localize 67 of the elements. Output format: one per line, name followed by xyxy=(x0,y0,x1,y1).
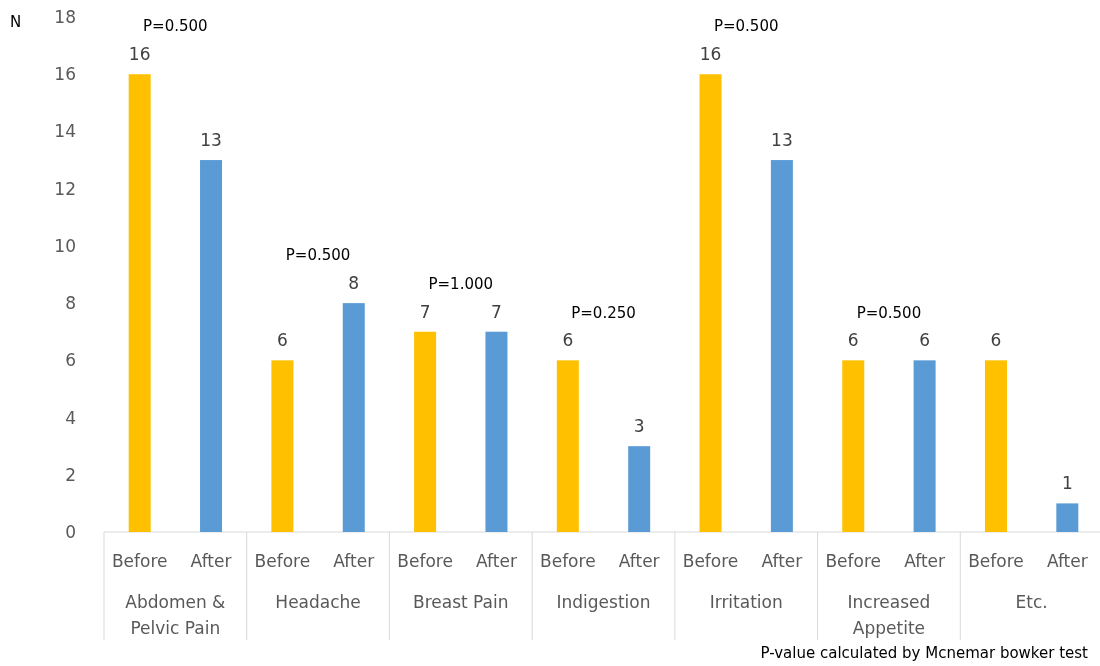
annotation: P=0.500 xyxy=(143,17,208,36)
data-label: 16 xyxy=(699,44,722,65)
text: After xyxy=(333,551,375,571)
text: After xyxy=(904,551,946,571)
bar xyxy=(913,360,936,532)
bar xyxy=(485,331,508,532)
data-label: 7 xyxy=(419,301,431,322)
text: After xyxy=(761,551,803,571)
bar xyxy=(842,360,865,532)
y-tick-label: 12 xyxy=(54,178,76,199)
text: After xyxy=(476,551,517,571)
annotation: P=0.500 xyxy=(285,246,351,265)
y-tick-label: 10 xyxy=(54,235,76,256)
x-tick-label: Etc. xyxy=(1015,592,1048,612)
data-label: 16 xyxy=(128,44,151,65)
bar xyxy=(128,74,151,532)
annotation: P=0.250 xyxy=(571,303,636,322)
annotation: P=0.500 xyxy=(713,17,779,36)
series-label: Before xyxy=(397,551,453,571)
y-tick-label: 6 xyxy=(65,350,76,371)
bar xyxy=(556,360,579,532)
x-tick-label: Indigestion xyxy=(556,592,651,612)
y-tick-label: 8 xyxy=(65,293,76,314)
y-tick-label: 16 xyxy=(54,64,76,85)
annotation: P=0.500 xyxy=(856,303,922,322)
y-tick-label: 2 xyxy=(65,464,76,485)
bar xyxy=(628,446,651,532)
data-label: 6 xyxy=(990,330,1002,351)
text: Before xyxy=(825,551,882,571)
data-label: 13 xyxy=(771,130,793,151)
data-label: 8 xyxy=(348,273,360,294)
text: Before xyxy=(682,551,739,571)
y-tick-label: 14 xyxy=(54,121,76,142)
text: After xyxy=(190,551,232,571)
text: P-value calculated by Mcnemar bowker test xyxy=(760,644,1089,662)
text: Before xyxy=(540,551,596,571)
y-axis-title: N xyxy=(10,13,22,31)
data-label: 6 xyxy=(847,330,859,351)
bar xyxy=(984,360,1007,532)
text: Before xyxy=(968,551,1024,571)
x-tick-label: Headache xyxy=(275,592,361,612)
bar xyxy=(770,160,793,532)
x-tick-label: Abdomen & Pelvic Pain xyxy=(125,592,226,638)
text: Before xyxy=(111,551,168,571)
bar xyxy=(699,74,722,532)
text: After xyxy=(618,551,660,571)
bar xyxy=(200,160,223,532)
data-label: 6 xyxy=(919,330,931,351)
data-label: 3 xyxy=(633,416,645,437)
bar xyxy=(414,331,437,532)
y-tick-label: 0 xyxy=(65,521,76,542)
data-label: 1 xyxy=(1061,473,1073,494)
x-tick-label: Irritation xyxy=(709,592,783,612)
data-label: 7 xyxy=(491,301,502,322)
data-label: 6 xyxy=(562,330,574,351)
y-tick-label: 4 xyxy=(65,407,76,428)
bar xyxy=(271,360,294,532)
x-tick-label: Breast Pain xyxy=(413,592,509,612)
bar xyxy=(1056,503,1079,532)
data-label: 6 xyxy=(276,330,288,351)
annotation: P=1.000 xyxy=(428,274,494,293)
x-tick-label: Increased Appetite xyxy=(847,592,931,638)
y-tick-label: 18 xyxy=(54,6,76,27)
data-label: 13 xyxy=(200,130,222,151)
series-label: After xyxy=(1046,551,1088,571)
text: Before xyxy=(254,551,311,571)
bar xyxy=(342,303,365,532)
